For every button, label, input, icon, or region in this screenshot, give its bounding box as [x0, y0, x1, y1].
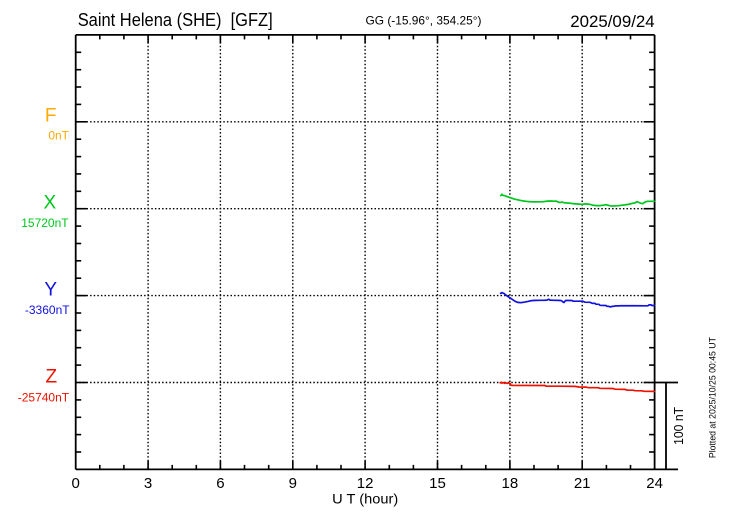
svg-text:Saint Helena (SHE) [GFZ]: Saint Helena (SHE) [GFZ]	[78, 10, 273, 30]
svg-text:-3360nT: -3360nT	[25, 303, 70, 317]
svg-text:15: 15	[429, 475, 446, 492]
svg-text:X: X	[44, 193, 57, 214]
svg-text:2025/09/24: 2025/09/24	[570, 12, 655, 31]
svg-text:21: 21	[574, 475, 591, 492]
svg-text:6: 6	[216, 475, 224, 492]
svg-text:9: 9	[289, 475, 297, 492]
svg-text:100 nT: 100 nT	[672, 407, 686, 445]
svg-text:18: 18	[502, 475, 519, 492]
svg-text:15720nT: 15720nT	[21, 216, 69, 230]
svg-text:3: 3	[144, 475, 152, 492]
svg-text:GG (-15.96°, 354.25°): GG (-15.96°, 354.25°)	[366, 14, 482, 28]
svg-text:Plotted at 2025/10/25 00:45 UT: Plotted at 2025/10/25 00:45 UT	[708, 337, 719, 458]
svg-text:U T (hour): U T (hour)	[332, 491, 398, 507]
svg-text:Y: Y	[44, 280, 57, 301]
svg-text:12: 12	[357, 475, 374, 492]
svg-text:0: 0	[72, 475, 80, 492]
svg-text:F: F	[45, 106, 57, 127]
svg-text:-25740nT: -25740nT	[18, 390, 70, 404]
svg-text:24: 24	[646, 475, 663, 492]
svg-text:0nT: 0nT	[48, 129, 69, 143]
svg-text:Z: Z	[45, 367, 57, 388]
